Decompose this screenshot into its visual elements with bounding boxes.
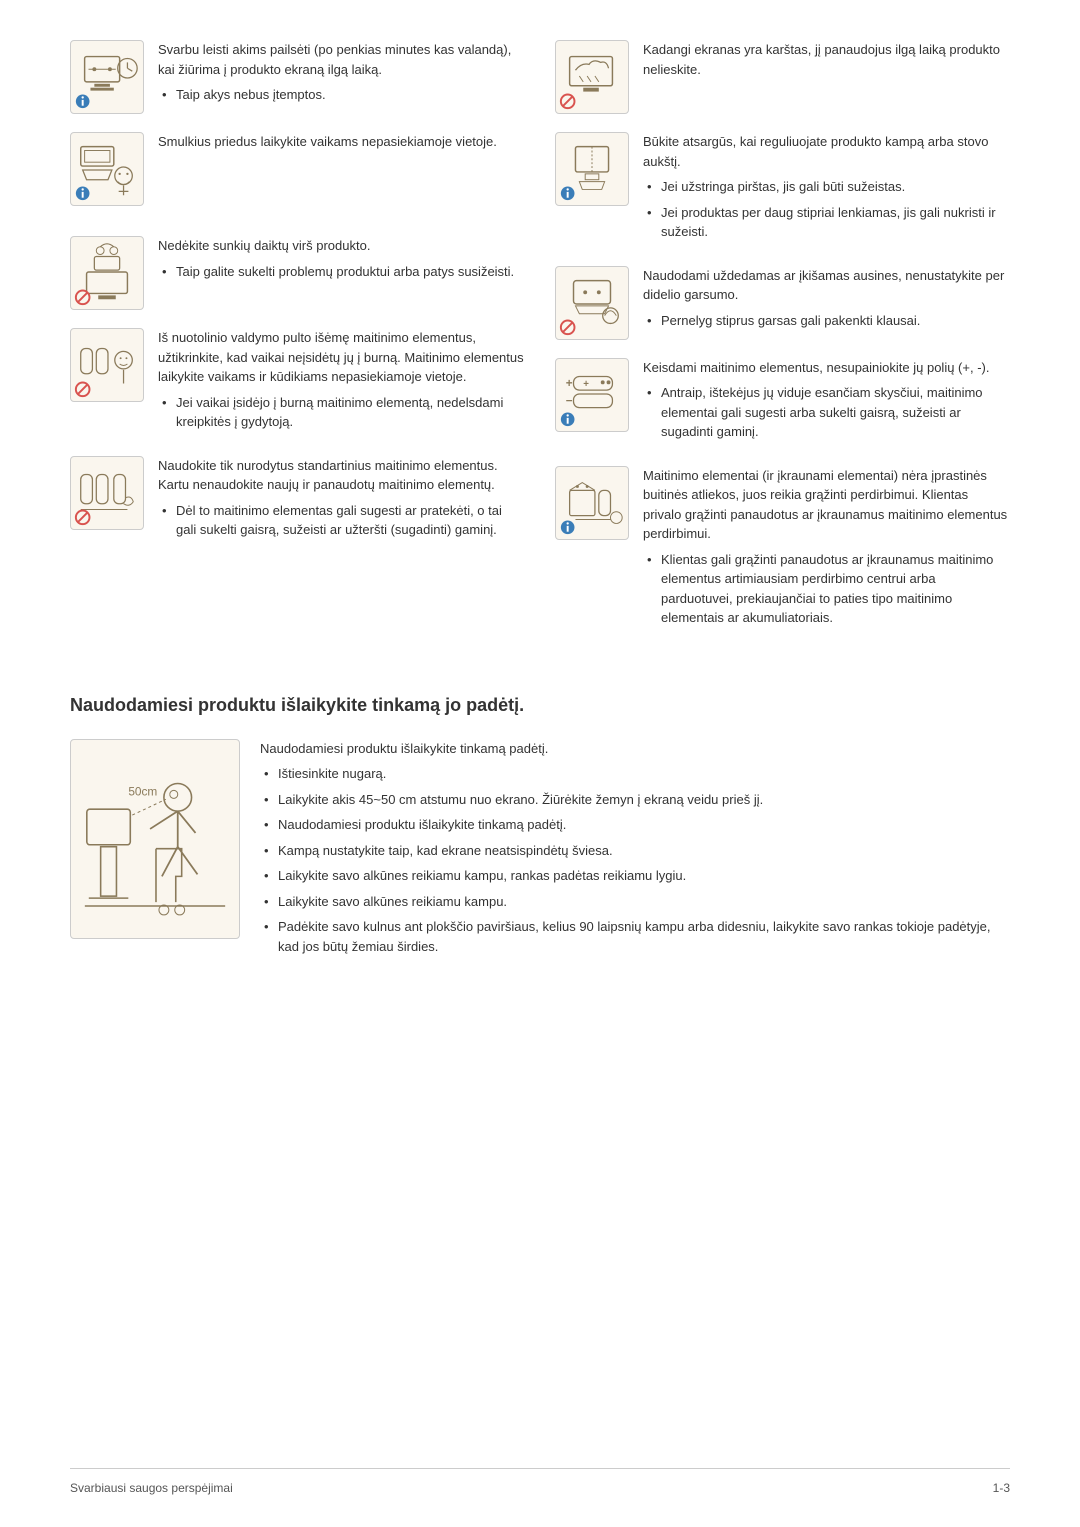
headphones-icon xyxy=(555,266,629,340)
warning-text: Keisdami maitinimo elementus, nesupainio… xyxy=(643,358,1010,378)
battery-types-icon xyxy=(70,456,144,530)
warning-bullet: Pernelyg stiprus garsas gali pakenkti kl… xyxy=(643,311,1010,331)
posture-diagram-icon: 50cm xyxy=(70,739,240,939)
posture-heading: Naudodamiesi produktu išlaikykite tinkam… xyxy=(70,692,1010,719)
adjust-angle-icon xyxy=(555,132,629,206)
warning-text: Kadangi ekranas yra karštas, jį panaudoj… xyxy=(643,40,1010,79)
svg-text:+: + xyxy=(566,377,573,390)
posture-bullet: Ištiesinkite nugarą. xyxy=(260,764,1010,784)
hot-screen-icon xyxy=(555,40,629,114)
warning-bullet: Jei produktas per daug stipriai lenkiama… xyxy=(643,203,1010,242)
right-column: Kadangi ekranas yra karštas, jį panaudoj… xyxy=(555,40,1010,652)
warning-text: Svarbu leisti akims pailsėti (po penkias… xyxy=(158,40,525,79)
heavy-object-icon xyxy=(70,236,144,310)
svg-text:−: − xyxy=(566,394,573,407)
warning-item: Maitinimo elementai (ir įkraunami elemen… xyxy=(555,466,1010,634)
warning-bullet: Taip akys nebus įtemptos. xyxy=(158,85,525,105)
warning-text: Maitinimo elementai (ir įkraunami elemen… xyxy=(643,466,1010,544)
distance-label: 50cm xyxy=(128,784,157,798)
warning-item: Smulkius priedus laikykite vaikams nepas… xyxy=(70,132,525,206)
posture-bullet: Laikykite savo alkūnes reikiamu kampu, r… xyxy=(260,866,1010,886)
eyes-rest-icon xyxy=(70,40,144,114)
warning-bullet: Taip galite sukelti problemų produktui a… xyxy=(158,262,525,282)
posture-bullet: Kampą nustatykite taip, kad ekrane neats… xyxy=(260,841,1010,861)
warning-text: Smulkius priedus laikykite vaikams nepas… xyxy=(158,132,525,152)
warning-text: Iš nuotolinio valdymo pulto išėmę maitin… xyxy=(158,328,525,387)
warning-item: Svarbu leisti akims pailsėti (po penkias… xyxy=(70,40,525,114)
warning-item: + − + Keisdami maitinimo elementus, nesu… xyxy=(555,358,1010,448)
posture-section: 50cm Naudodamiesi produktu išlaikykite t… xyxy=(70,739,1010,963)
posture-intro: Naudodamiesi produktu išlaikykite tinkam… xyxy=(260,739,1010,759)
warning-bullet: Jei užstringa pirštas, jis gali būti suž… xyxy=(643,177,1010,197)
footer-title: Svarbiausi saugos perspėjimai xyxy=(70,1479,233,1497)
warning-bullet: Jei vaikai įsidėjo į burną maitinimo ele… xyxy=(158,393,525,432)
warning-bullet: Dėl to maitinimo elementas gali sugesti … xyxy=(158,501,525,540)
warning-bullet: Klientas gali grąžinti panaudotus ar įkr… xyxy=(643,550,1010,628)
warning-text: Būkite atsargūs, kai reguliuojate produk… xyxy=(643,132,1010,171)
battery-polarity-icon: + − + xyxy=(555,358,629,432)
page-number: 1-3 xyxy=(993,1479,1010,1497)
warning-item: Iš nuotolinio valdymo pulto išėmę maitin… xyxy=(70,328,525,438)
posture-bullet: Naudodamiesi produktu išlaikykite tinkam… xyxy=(260,815,1010,835)
warning-item: Naudodami uždedamas ar įkišamas ausines,… xyxy=(555,266,1010,340)
warning-text: Naudokite tik nurodytus standartinius ma… xyxy=(158,456,525,495)
warning-text: Nedėkite sunkių daiktų virš produkto. xyxy=(158,236,525,256)
svg-text:+: + xyxy=(583,379,589,390)
warning-bullet: Antraip, ištekėjus jų viduje esančiam sk… xyxy=(643,383,1010,442)
warning-item: Naudokite tik nurodytus standartinius ma… xyxy=(70,456,525,546)
warning-text: Naudodami uždedamas ar įkišamas ausines,… xyxy=(643,266,1010,305)
small-parts-icon xyxy=(70,132,144,206)
battery-child-icon xyxy=(70,328,144,402)
warning-item: Kadangi ekranas yra karštas, jį panaudoj… xyxy=(555,40,1010,114)
page-footer: Svarbiausi saugos perspėjimai 1-3 xyxy=(70,1468,1010,1497)
battery-recycle-icon xyxy=(555,466,629,540)
posture-bullet: Laikykite akis 45~50 cm atstumu nuo ekra… xyxy=(260,790,1010,810)
posture-bullet: Padėkite savo kulnus ant plokščio pavirš… xyxy=(260,917,1010,956)
warning-item: Būkite atsargūs, kai reguliuojate produk… xyxy=(555,132,1010,248)
posture-bullet: Laikykite savo alkūnes reikiamu kampu. xyxy=(260,892,1010,912)
left-column: Svarbu leisti akims pailsėti (po penkias… xyxy=(70,40,525,652)
posture-content: Naudodamiesi produktu išlaikykite tinkam… xyxy=(260,739,1010,963)
warning-item: Nedėkite sunkių daiktų virš produkto. Ta… xyxy=(70,236,525,310)
